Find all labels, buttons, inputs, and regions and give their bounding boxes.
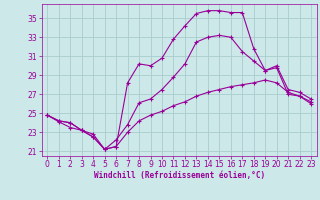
X-axis label: Windchill (Refroidissement éolien,°C): Windchill (Refroidissement éolien,°C) <box>94 171 265 180</box>
